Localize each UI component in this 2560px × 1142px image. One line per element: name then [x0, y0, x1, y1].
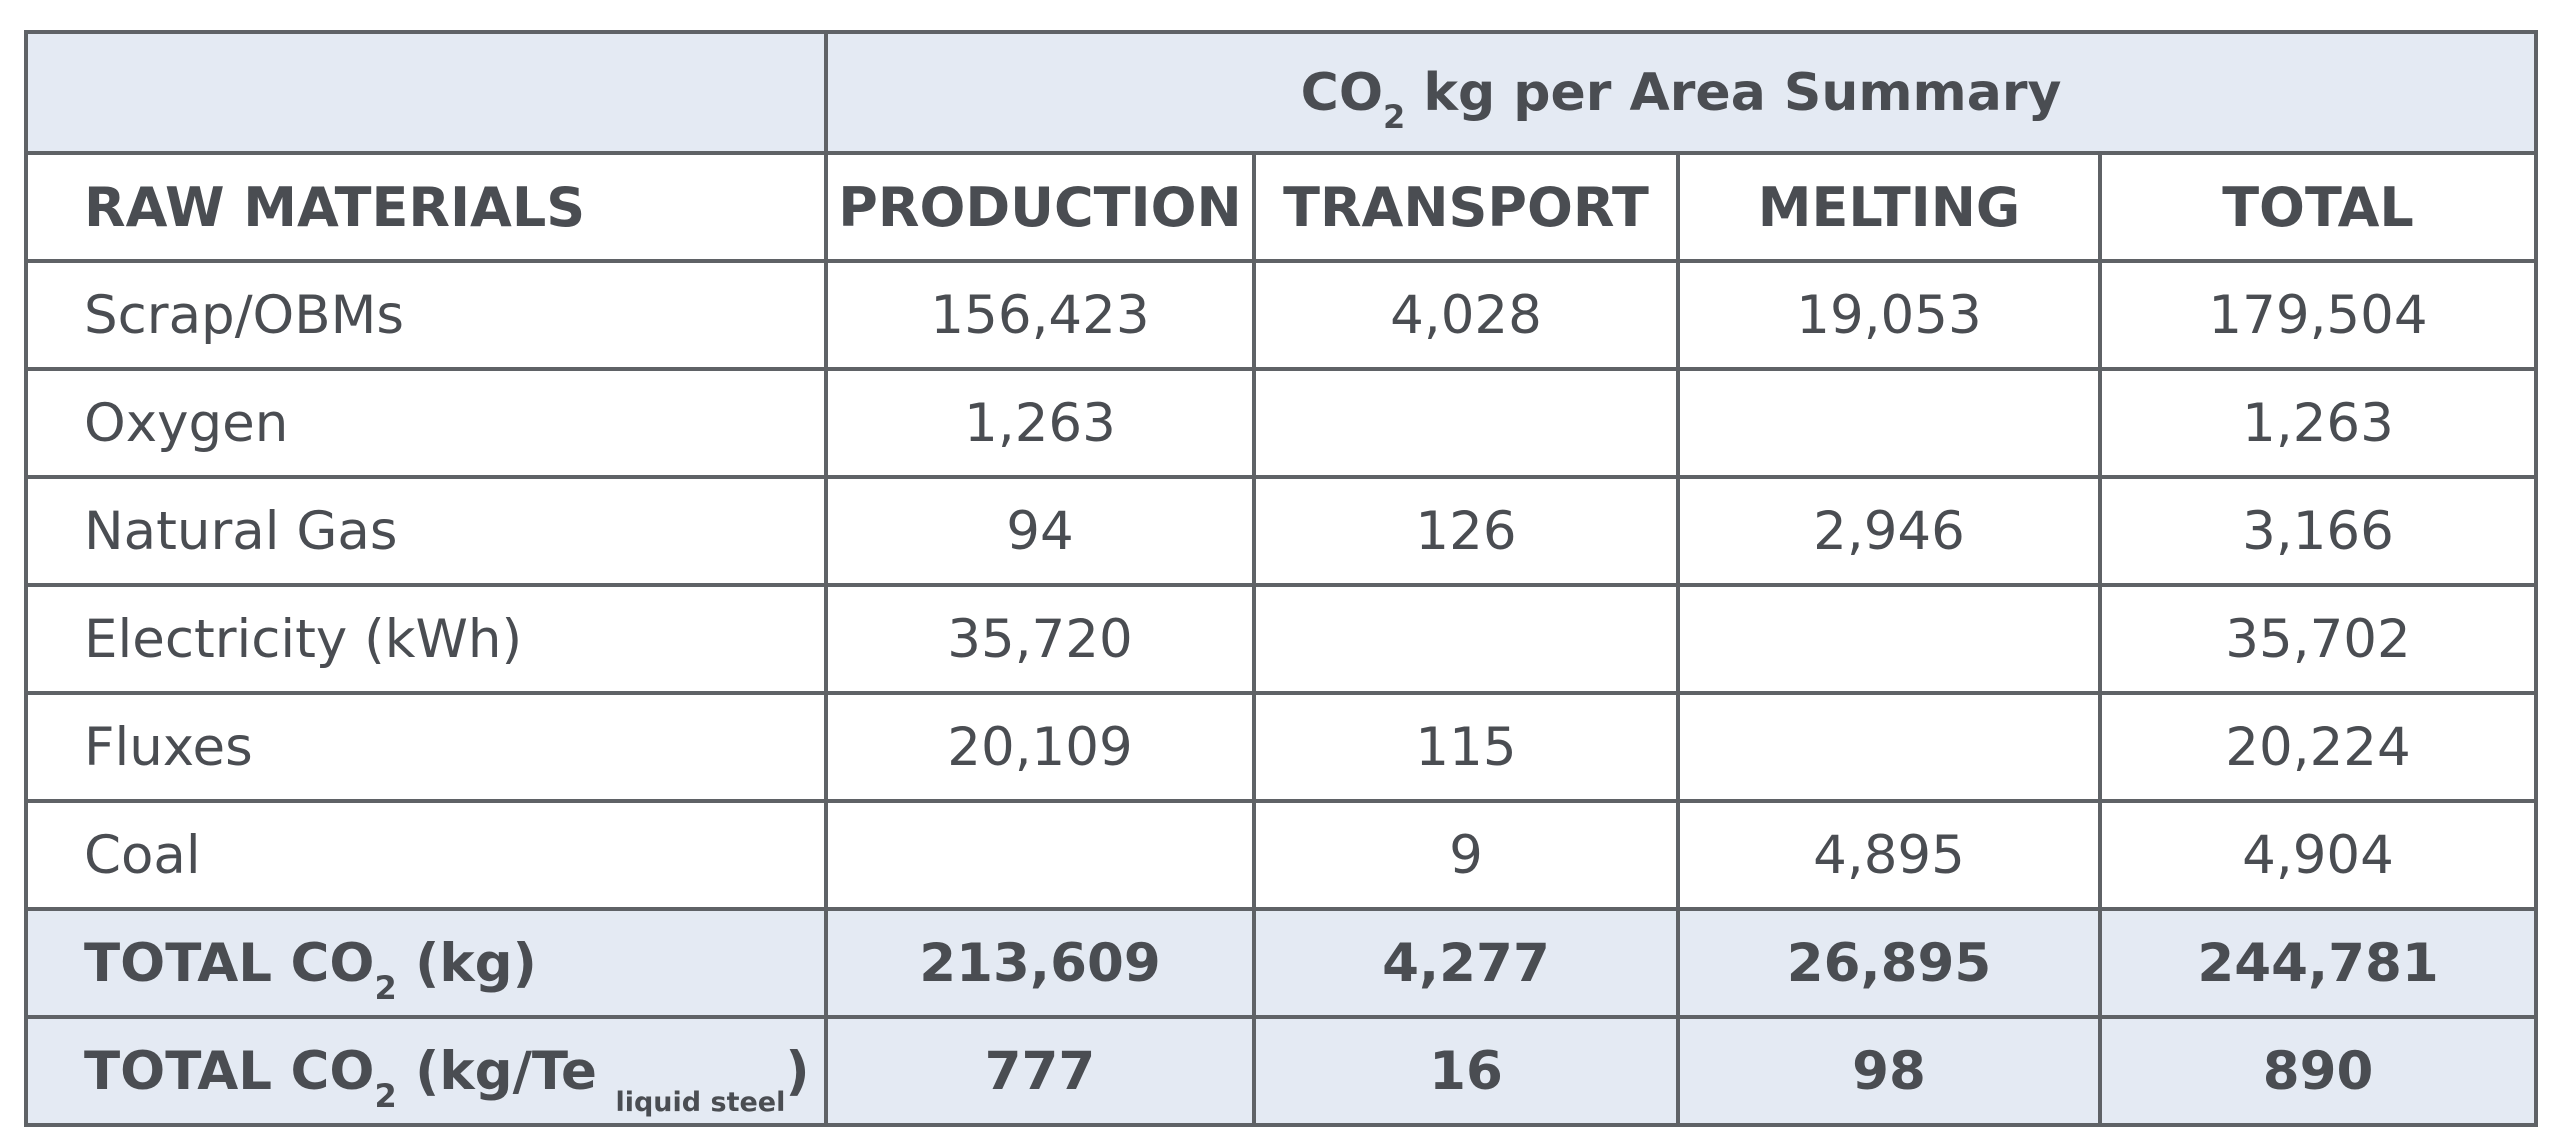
- header-production: PRODUCTION: [824, 151, 1256, 263]
- transport-cell: 126: [1252, 475, 1680, 587]
- transport-cell: [1252, 583, 1680, 695]
- total-co2-per-te-label: TOTAL CO2 (kg/Te liquid steel): [24, 1015, 828, 1127]
- total-cell: 1,263: [2097, 367, 2539, 479]
- production-cell: 1,263: [824, 367, 1256, 479]
- production-cell: 20,109: [824, 691, 1256, 803]
- table-title: CO2 kg per Area Summary: [823, 30, 2539, 155]
- melting-cell: [1676, 691, 2102, 803]
- total-cell: 3,166: [2097, 475, 2539, 587]
- melting-cell: [1676, 583, 2102, 695]
- header-melting: MELTING: [1676, 151, 2102, 263]
- total-production-cell: 213,609: [824, 907, 1256, 1019]
- row-label: Oxygen: [24, 367, 828, 479]
- total-cell: 35,702: [2097, 583, 2539, 695]
- table-title-row: CO2 kg per Area Summary: [24, 30, 2539, 155]
- row-label: Natural Gas: [24, 475, 828, 587]
- transport-cell: 115: [1252, 691, 1680, 803]
- transport-cell: 9: [1252, 799, 1680, 911]
- total-co2-per-te-row: TOTAL CO2 (kg/Te liquid steel) 777 16 98…: [24, 1015, 2539, 1127]
- row-label: Electricity (kWh): [24, 583, 828, 695]
- table-row: Natural Gas 94 126 2,946 3,166: [24, 475, 2539, 587]
- grand-total-cell: 244,781: [2097, 907, 2539, 1019]
- per-te-melting-cell: 98: [1676, 1015, 2102, 1127]
- column-header-row: RAW MATERIALS PRODUCTION TRANSPORT MELTI…: [24, 151, 2539, 263]
- table-row: Fluxes 20,109 115 20,224: [24, 691, 2539, 803]
- production-cell: 35,720: [824, 583, 1256, 695]
- per-te-transport-cell: 16: [1252, 1015, 1680, 1127]
- table-row: Coal 9 4,895 4,904: [24, 799, 2539, 911]
- melting-cell: 19,053: [1676, 259, 2102, 371]
- melting-cell: 2,946: [1676, 475, 2102, 587]
- header-transport: TRANSPORT: [1252, 151, 1680, 263]
- per-te-total-cell: 890: [2097, 1015, 2539, 1127]
- table-row: Electricity (kWh) 35,720 35,702: [24, 583, 2539, 695]
- total-transport-cell: 4,277: [1252, 907, 1680, 1019]
- transport-cell: 4,028: [1252, 259, 1680, 371]
- melting-cell: 4,895: [1676, 799, 2102, 911]
- co2-summary-table: CO2 kg per Area Summary RAW MATERIALS PR…: [24, 30, 2539, 1127]
- total-co2-kg-row: TOTAL CO2 (kg) 213,609 4,277 26,895 244,…: [24, 907, 2539, 1019]
- per-te-production-cell: 777: [824, 1015, 1256, 1127]
- total-cell: 20,224: [2097, 691, 2539, 803]
- total-cell: 179,504: [2097, 259, 2539, 371]
- transport-cell: [1252, 367, 1680, 479]
- row-label: Scrap/OBMs: [24, 259, 828, 371]
- header-total: TOTAL: [2097, 151, 2539, 263]
- header-raw-materials: RAW MATERIALS: [24, 151, 828, 263]
- production-cell: 156,423: [824, 259, 1256, 371]
- total-cell: 4,904: [2097, 799, 2539, 911]
- row-label: Fluxes: [24, 691, 828, 803]
- melting-cell: [1676, 367, 2102, 479]
- empty-corner-cell: [24, 30, 828, 155]
- total-melting-cell: 26,895: [1676, 907, 2102, 1019]
- table-row: Scrap/OBMs 156,423 4,028 19,053 179,504: [24, 259, 2539, 371]
- production-cell: 94: [824, 475, 1256, 587]
- production-cell: [824, 799, 1256, 911]
- table-row: Oxygen 1,263 1,263: [24, 367, 2539, 479]
- total-co2-kg-label: TOTAL CO2 (kg): [24, 907, 828, 1019]
- row-label: Coal: [24, 799, 828, 911]
